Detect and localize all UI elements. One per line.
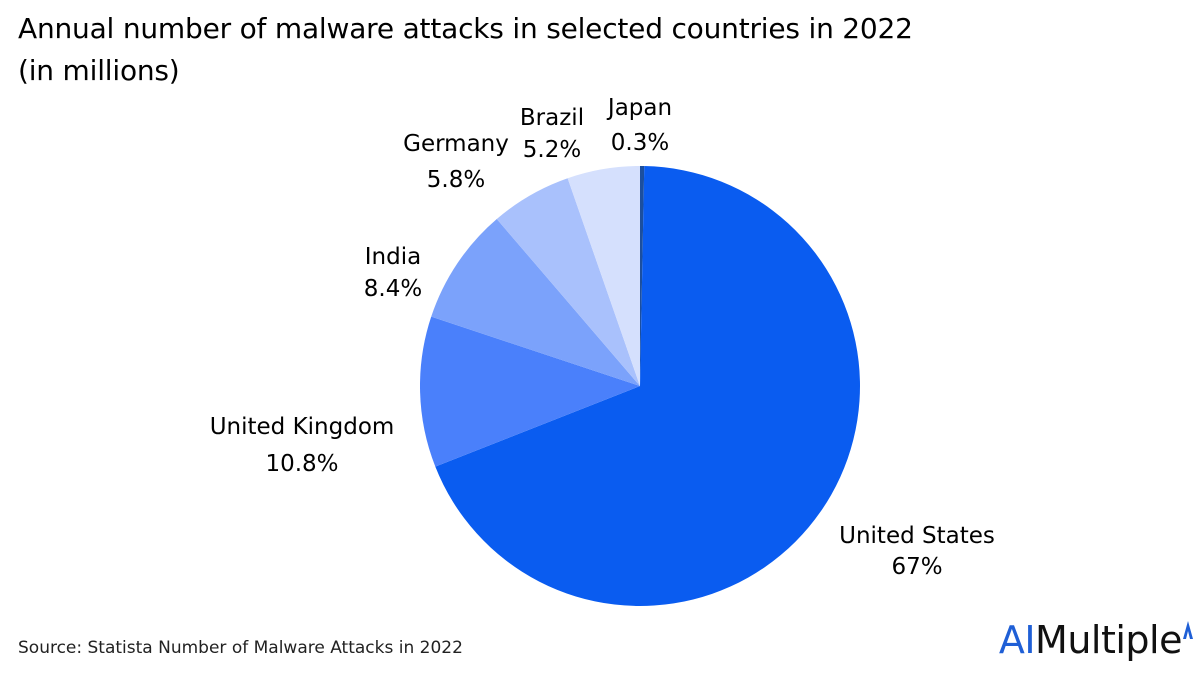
pie-slice-united-states <box>435 166 860 606</box>
slice-label-name-germany: Germany <box>403 131 509 157</box>
slice-label-value-germany: 5.8% <box>427 167 485 193</box>
chart-title-line-1: Annual number of malware attacks in sele… <box>18 12 913 45</box>
chart-title-line-2: (in millions) <box>18 54 180 87</box>
slice-label-value-brazil: 5.2% <box>523 137 581 163</box>
brand-mark-icon <box>1183 621 1193 639</box>
pie-slice-brazil <box>567 166 640 386</box>
slice-label-value-united-kingdom: 10.8% <box>265 451 338 477</box>
slice-label-value-united-states: 67% <box>891 554 942 580</box>
slice-label-name-japan: Japan <box>606 95 672 121</box>
pie-labels: Japan 0.3% United States 67% United Kingdom 1… <box>210 95 995 580</box>
chart-title: Annual number of malware attacks in sele… <box>18 8 1168 92</box>
brand-logo-multiple: Multiple <box>1035 618 1182 662</box>
slice-label-value-india: 8.4% <box>364 276 422 302</box>
pie-slice-india <box>431 219 640 386</box>
slice-label-name-united-kingdom: United Kingdom <box>210 414 395 440</box>
slice-label-name-india: India <box>365 244 421 270</box>
brand-logo-ai: AI <box>998 618 1036 662</box>
source-note: Source: Statista Number of Malware Attac… <box>18 638 463 658</box>
pie-slice-united-kingdom <box>420 316 640 467</box>
pie-slices <box>420 166 860 606</box>
pie-slice-germany <box>496 178 640 386</box>
slice-label-name-united-states: United States <box>839 523 995 549</box>
slice-label-name-brazil: Brazil <box>520 105 584 131</box>
brand-logo: AIMultiple <box>998 618 1183 662</box>
slice-label-value-japan: 0.3% <box>611 130 669 156</box>
pie-slice-japan <box>640 166 645 386</box>
